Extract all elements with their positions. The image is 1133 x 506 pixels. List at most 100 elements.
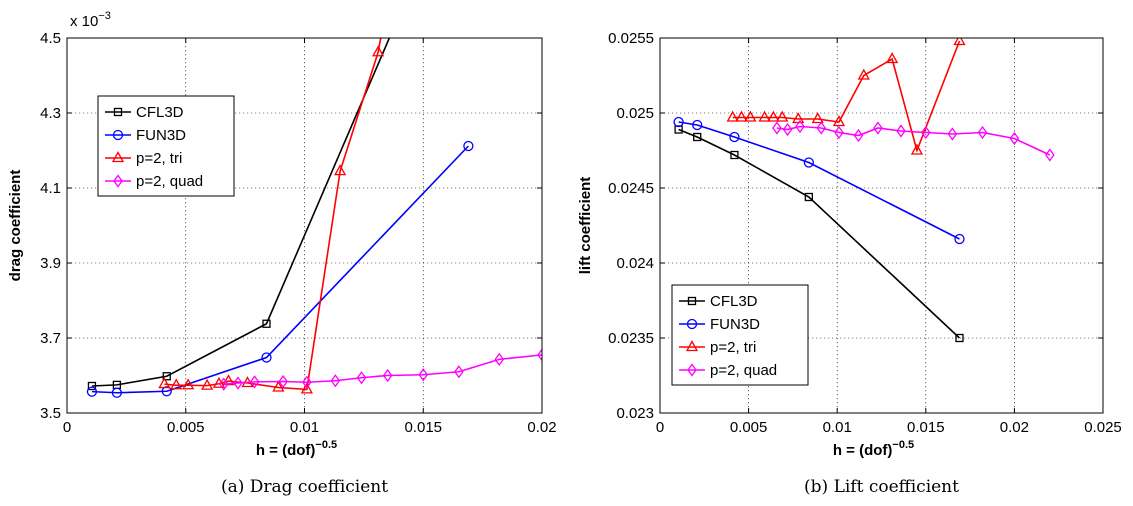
data-point — [834, 125, 844, 140]
series-line — [732, 40, 961, 154]
y-scale-note-exponent: −3 — [98, 10, 111, 22]
legend-label-cfl3d: CFL3D — [710, 293, 758, 310]
data-point — [463, 140, 474, 152]
legend-label-p2-quad: p=2, quad — [710, 362, 777, 379]
data-point — [454, 365, 464, 379]
series-fun3d — [86, 140, 474, 398]
series-p-2-tri — [726, 38, 966, 155]
y-tick-label: 3.7 — [40, 330, 61, 347]
legend: CFL3D FUN3D p=2, tri p=2, quad — [97, 95, 235, 197]
data-point — [920, 125, 931, 140]
series-line — [164, 38, 382, 391]
x-tick-label: 0.025 — [1084, 419, 1122, 436]
axes-frame — [659, 37, 1104, 414]
data-point — [222, 374, 235, 386]
legend-marker — [111, 151, 125, 163]
data-point — [382, 368, 393, 383]
data-point — [730, 150, 739, 160]
x-tick-label: 0.02 — [1000, 419, 1029, 436]
x-tick-label: 0 — [63, 419, 71, 436]
legend-marker — [687, 296, 697, 306]
data-point — [853, 128, 864, 143]
data-point — [772, 121, 782, 135]
x-tick-label: 0.005 — [730, 419, 768, 436]
series-p-2-quad — [772, 119, 1055, 162]
x-tick-label: 0.005 — [167, 419, 205, 436]
data-point — [803, 157, 814, 168]
series-fun3d — [673, 116, 965, 245]
axes-frame — [66, 37, 543, 414]
data-point — [767, 110, 780, 122]
data-point — [726, 110, 739, 122]
x-axis-label-text: h = (dof) — [833, 442, 893, 459]
y-tick-label: 3.9 — [40, 255, 61, 272]
data-point — [857, 68, 870, 80]
data-point — [162, 372, 171, 381]
series-p-2-quad — [218, 348, 542, 391]
x-tick-label: 0.015 — [907, 419, 945, 436]
legend-marker — [113, 174, 123, 188]
y-tick-label: 0.0255 — [608, 30, 654, 47]
x-tick-label: 0.015 — [404, 419, 442, 436]
legend-label-p2-quad: p=2, quad — [136, 173, 203, 190]
data-point — [795, 119, 805, 134]
legend-label-fun3d: FUN3D — [136, 127, 186, 144]
x-axis-label: h = (dof)−0.5 — [833, 439, 914, 459]
data-point — [249, 375, 260, 389]
legend-label-fun3d: FUN3D — [710, 316, 760, 333]
data-point — [758, 110, 771, 122]
y-tick-label: 4.1 — [40, 180, 61, 197]
data-point — [910, 143, 924, 155]
legend-marker — [686, 318, 698, 330]
data-point — [776, 110, 789, 122]
y-tick-label: 0.025 — [616, 105, 654, 122]
data-point — [729, 131, 740, 143]
y-scale-note-text: x 10 — [70, 13, 98, 30]
data-point — [158, 377, 171, 389]
series-line — [678, 128, 961, 339]
x-tick-label: 0.02 — [527, 419, 556, 436]
data-point — [816, 121, 827, 135]
legend-label-p2-tri: p=2, tri — [710, 339, 756, 356]
y-tick-label: 0.023 — [616, 405, 654, 422]
data-point — [272, 380, 285, 392]
data-point — [947, 127, 958, 141]
data-point — [161, 386, 172, 397]
series-line — [678, 121, 960, 240]
data-point — [218, 377, 229, 391]
data-point — [537, 348, 542, 362]
data-point — [262, 319, 271, 328]
data-point — [977, 125, 988, 140]
y-tick-label: 3.5 — [40, 405, 61, 422]
x-axis-label-exponent: −0.5 — [892, 439, 914, 451]
y-tick-label: 0.024 — [616, 255, 654, 272]
data-point — [953, 38, 966, 46]
data-point — [886, 52, 899, 64]
data-point — [896, 124, 906, 138]
data-point — [356, 371, 367, 385]
data-point — [300, 382, 313, 394]
data-point — [811, 112, 824, 124]
data-point — [1045, 148, 1055, 162]
legend-label-cfl3d: CFL3D — [136, 104, 184, 121]
data-point — [334, 164, 347, 176]
x-axis-label-text: h = (dof) — [256, 442, 316, 459]
data-point — [744, 110, 757, 122]
legend: CFL3D FUN3D p=2, tri p=2, quad — [671, 284, 809, 386]
legend-marker — [113, 107, 123, 117]
figure-caption: (b) Lift coefficient — [804, 477, 959, 497]
legend-label-p2-tri: p=2, tri — [136, 150, 182, 167]
data-point — [86, 386, 98, 397]
data-point — [693, 132, 702, 142]
series-p-2-tri — [158, 38, 385, 394]
y-axis-label: lift coefficient — [577, 177, 594, 275]
data-point — [330, 374, 341, 388]
x-tick-label: 0 — [656, 419, 664, 436]
legend-marker — [687, 363, 697, 377]
y-tick-label: 0.0245 — [608, 180, 654, 197]
data-point — [692, 119, 703, 131]
data-point — [735, 110, 748, 122]
series-line — [223, 354, 542, 385]
y-tick-label: 0.0235 — [608, 330, 654, 347]
